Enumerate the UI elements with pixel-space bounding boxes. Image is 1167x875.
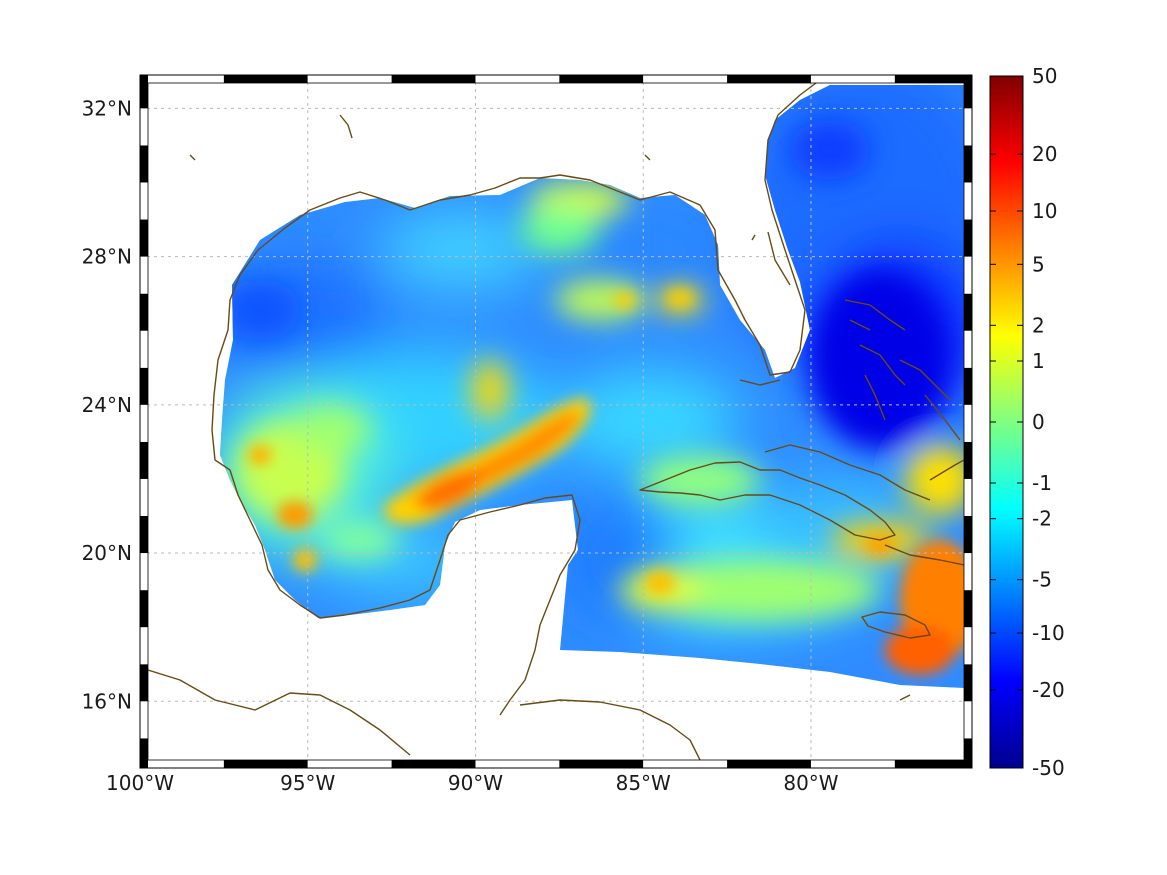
colorbar-tick-label-10: -10 xyxy=(1032,621,1065,645)
x-tick-label-0: 100°W xyxy=(106,771,174,795)
frame-segment-top xyxy=(810,75,895,83)
frame-segment-right xyxy=(964,664,972,702)
frame-segment-left xyxy=(140,293,148,331)
frame-segment-left xyxy=(140,182,148,220)
frame-segment-right xyxy=(964,441,972,479)
frame-segment-bottom xyxy=(223,760,308,768)
y-axis-labels: 32°N 28°N 24°N 20°N 16°N xyxy=(82,96,132,713)
frame-segment-top xyxy=(559,75,644,83)
frame-segment-bottom xyxy=(810,760,895,768)
frame-segment-bottom xyxy=(391,760,476,768)
y-tick-label-4: 16°N xyxy=(82,689,132,713)
frame-segment-top xyxy=(391,75,476,83)
frame-segment-bottom xyxy=(643,760,728,768)
frame-segment-right xyxy=(964,330,972,368)
frame-segment-left xyxy=(140,701,148,739)
colorbar-tick-label-6: 0 xyxy=(1032,410,1045,434)
frame-segment-right xyxy=(964,293,972,331)
x-tick-label-4: 80°W xyxy=(783,771,838,795)
frame-segment-top xyxy=(223,75,308,83)
frame-segment-right xyxy=(964,108,972,146)
colorbar-tick-label-1: 20 xyxy=(1032,142,1057,166)
frame-segment-left xyxy=(140,404,148,442)
frame-segment-bottom xyxy=(140,760,224,768)
frame-segment-right xyxy=(964,478,972,516)
frame-segment-top xyxy=(475,75,560,83)
frame-segment-right xyxy=(964,256,972,294)
map-grid xyxy=(148,83,964,760)
frame-segment-right xyxy=(964,404,972,442)
frame-segment-left xyxy=(140,367,148,405)
frame-segment-bottom xyxy=(307,760,392,768)
frame-segment-top xyxy=(894,75,972,83)
colorbar-tick-label-3: 5 xyxy=(1032,252,1045,276)
frame-segment-top xyxy=(140,75,224,83)
frame-segment-left xyxy=(140,738,148,768)
frame-segment-right xyxy=(964,367,972,405)
frame-segment-left xyxy=(140,478,148,516)
frame-segment-top xyxy=(643,75,728,83)
frame-segment-left xyxy=(140,108,148,146)
colorbar-tick-label-11: -20 xyxy=(1032,678,1065,702)
frame-segment-right xyxy=(964,516,972,554)
frame-segment-right xyxy=(964,553,972,591)
y-tick-label-1: 28°N xyxy=(82,245,132,269)
frame-segment-left xyxy=(140,75,148,109)
frame-segment-bottom xyxy=(475,760,560,768)
frame-segment-bottom xyxy=(559,760,644,768)
colorbar-tick-label-8: -2 xyxy=(1032,507,1052,531)
frame-segment-left xyxy=(140,256,148,294)
x-axis-labels: 100°W 95°W 90°W 85°W 80°W xyxy=(106,771,839,795)
y-tick-label-0: 32°N xyxy=(82,96,132,120)
x-tick-label-2: 90°W xyxy=(448,771,503,795)
frame-segment-bottom xyxy=(727,760,811,768)
frame-segment-left xyxy=(140,330,148,368)
coastline xyxy=(148,83,964,760)
colorbar-tick-label-9: -5 xyxy=(1032,568,1052,592)
frame-segment-right xyxy=(964,182,972,220)
colorbar-tick-label-2: 10 xyxy=(1032,199,1057,223)
frame-segment-top xyxy=(307,75,392,83)
colorbar-tick-label-7: -1 xyxy=(1032,471,1052,495)
x-tick-label-1: 95°W xyxy=(280,771,335,795)
colorbar-tick-label-12: -50 xyxy=(1032,756,1065,780)
frame-segment-left xyxy=(140,664,148,702)
frame-segment-right xyxy=(964,590,972,628)
frame-outline xyxy=(139,74,973,769)
frame-segment-right xyxy=(964,219,972,257)
frame-segment-left xyxy=(140,516,148,554)
map-frame xyxy=(139,74,973,769)
frame-segment-bottom xyxy=(894,760,972,768)
frame-segment-right xyxy=(964,738,972,768)
frame-segment-left xyxy=(140,219,148,257)
frame-segment-left xyxy=(140,145,148,183)
colorbar-tick-label-4: 2 xyxy=(1032,313,1045,337)
frame-segment-left xyxy=(140,627,148,665)
frame-segment-left xyxy=(140,553,148,591)
colorbar-tick-label-0: 50 xyxy=(1032,64,1057,88)
frame-segment-left xyxy=(140,441,148,479)
frame-segment-right xyxy=(964,627,972,665)
frame-segment-left xyxy=(140,590,148,628)
y-tick-label-3: 20°N xyxy=(82,541,132,565)
frame-inner-outline xyxy=(147,82,965,761)
frame-segment-right xyxy=(964,701,972,739)
frame-segment-top xyxy=(727,75,811,83)
colorbar-tick-label-5: 1 xyxy=(1032,349,1045,373)
x-tick-label-3: 85°W xyxy=(616,771,671,795)
frame-segment-right xyxy=(964,145,972,183)
data-field xyxy=(220,85,964,688)
y-tick-label-2: 24°N xyxy=(82,393,132,417)
frame-segment-right xyxy=(964,75,972,109)
